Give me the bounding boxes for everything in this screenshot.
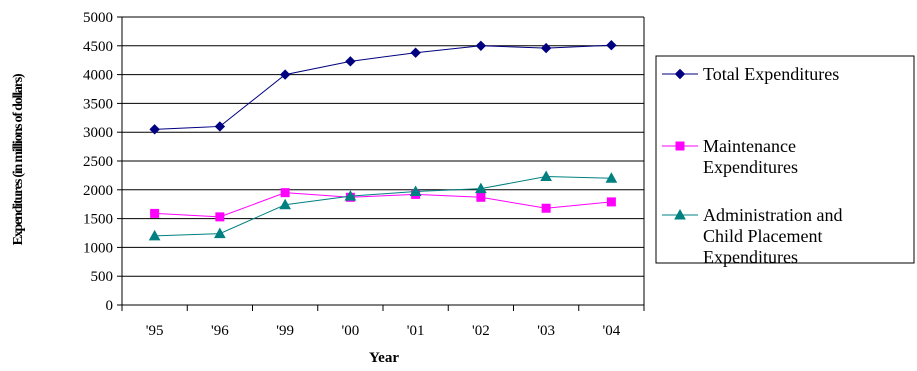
legend-marker — [674, 208, 686, 220]
data-point — [279, 198, 291, 210]
x-tick-label: '96 — [211, 323, 229, 339]
legend-label: Maintenance — [703, 136, 796, 156]
data-point — [280, 188, 290, 198]
x-axis-title: Year — [369, 350, 399, 366]
data-point — [344, 190, 357, 201]
y-tick-label: 1000 — [83, 240, 113, 256]
legend-marker — [674, 68, 686, 80]
data-point — [541, 203, 551, 213]
y-tick-label: 1500 — [83, 212, 113, 228]
data-point — [475, 40, 487, 52]
data-point — [605, 172, 618, 183]
data-point — [540, 42, 552, 54]
series-line — [154, 192, 612, 218]
series-3 — [148, 170, 618, 241]
data-point — [606, 40, 617, 51]
y-tick-label: 2000 — [83, 183, 113, 199]
data-point — [476, 192, 486, 202]
x-tick-label: '04 — [603, 323, 621, 339]
gridlines — [122, 16, 644, 277]
data-point — [279, 69, 291, 80]
y-axis-title: Expenditures (in millions of dollars) — [11, 73, 26, 245]
data-point — [148, 229, 161, 241]
y-tick-label: 4500 — [83, 39, 113, 55]
data-point — [540, 170, 552, 182]
legend-label: Child Placement — [703, 226, 822, 246]
y-tick-label: 4000 — [83, 68, 113, 84]
legend-label: Administration and — [703, 205, 842, 225]
y-tick-label: 3500 — [83, 96, 113, 112]
data-point — [214, 121, 226, 132]
series-line — [154, 176, 612, 237]
legend: Total ExpendituresMaintenanceExpenditure… — [655, 55, 915, 267]
x-tick-label: '00 — [342, 323, 360, 339]
x-tick-label: '01 — [407, 323, 425, 339]
y-tick-label: 3000 — [83, 125, 113, 141]
legend-item-1: Total Expenditures — [662, 64, 839, 84]
axes — [117, 16, 645, 311]
data-point — [150, 208, 160, 218]
y-tick-label: 5000 — [83, 10, 113, 26]
data-point — [345, 56, 356, 67]
y-tick-label: 500 — [91, 269, 114, 285]
series-line — [154, 44, 612, 130]
data-series — [148, 40, 618, 241]
y-tick-label: 2500 — [83, 154, 113, 170]
data-point — [409, 185, 422, 197]
data-point — [410, 47, 421, 58]
legend-label: Expenditures — [703, 247, 798, 267]
data-point — [215, 212, 225, 222]
y-tick-labels: 0 500 1000 1500 2000 2500 3000 3500 4000 4500 5000 — [83, 10, 113, 314]
x-tick-labels: '95 '96 '99 '00 '01 '02 '03 '04 — [146, 323, 621, 339]
series-1 — [149, 40, 617, 135]
legend-label: Total Expenditures — [703, 64, 839, 84]
x-tick-label: '95 — [146, 323, 164, 339]
legend-marker — [675, 141, 685, 151]
y-tick-label: 0 — [106, 298, 114, 314]
x-tick-label: '02 — [472, 323, 490, 339]
data-point — [149, 124, 160, 135]
legend-box — [655, 55, 915, 264]
data-point — [214, 227, 226, 239]
legend-label: Expenditures — [703, 157, 798, 177]
data-point — [475, 182, 487, 194]
x-tick-label: '99 — [276, 323, 294, 339]
data-point — [606, 197, 616, 207]
x-tick-label: '03 — [537, 323, 555, 339]
